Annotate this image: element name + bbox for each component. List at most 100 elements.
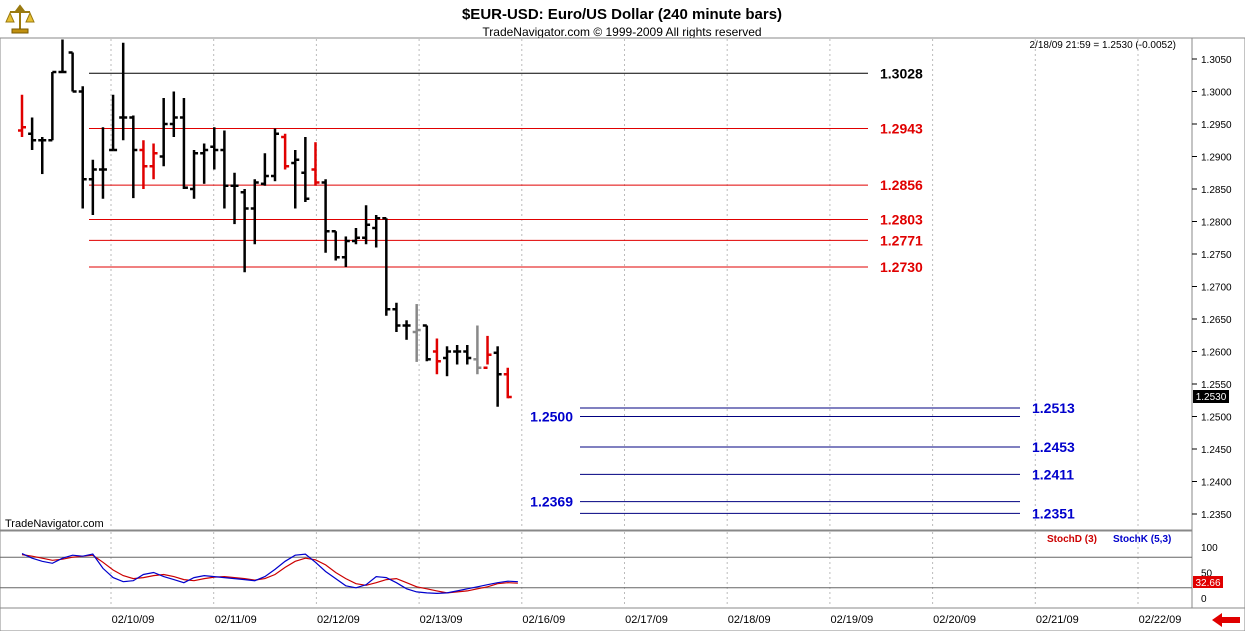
ohlc-bars <box>18 39 512 407</box>
y-tick-label: 1.2900 <box>1201 153 1232 164</box>
ohlc-bar <box>38 137 47 175</box>
ohlc-bar <box>98 127 107 199</box>
level-label: 1.2351 <box>1032 505 1075 521</box>
y-tick-label: 1.2550 <box>1201 380 1232 391</box>
x-tick-label: 02/13/09 <box>420 614 463 626</box>
x-tick-label: 02/21/09 <box>1036 614 1079 626</box>
last-price-label: 1.2530 <box>1196 392 1227 403</box>
x-axis-ticks: 02/10/09 02/11/09 02/12/09 02/13/09 02/16/09… <box>112 614 1182 626</box>
legend-stochd: StochD (3) <box>1047 534 1097 545</box>
ohlc-bar <box>139 140 148 189</box>
ohlc-bar <box>453 345 462 365</box>
level-label: 1.2730 <box>880 259 923 275</box>
ohlc-bar <box>503 367 512 399</box>
level-label: 1.2369 <box>530 494 573 510</box>
ohlc-bar <box>18 94 26 137</box>
y-tick-label: 1.2600 <box>1201 348 1232 359</box>
ohlc-bar <box>220 130 229 209</box>
ohlc-bar <box>432 338 441 375</box>
ohlc-bar <box>341 236 350 267</box>
legend-stochk: StochK (5,3) <box>1113 534 1171 545</box>
y-tick-label: 1.2950 <box>1201 120 1232 131</box>
stoch-tick-label: 50 <box>1201 569 1213 580</box>
ohlc-bar <box>422 324 431 362</box>
stochastic-axis-ticks: 100 50 0 <box>1201 543 1218 605</box>
y-tick-label: 1.2700 <box>1201 283 1232 294</box>
ohlc-bar <box>169 91 178 137</box>
series-line <box>21 553 518 595</box>
stochastic-lines <box>0 553 1192 595</box>
ohlc-bar <box>301 137 310 202</box>
ohlc-bar <box>78 86 87 209</box>
y-tick-label: 1.2850 <box>1201 185 1232 196</box>
x-axis-strip[interactable] <box>0 607 1245 631</box>
y-axis-strip[interactable] <box>1191 37 1245 609</box>
ohlc-bar <box>362 205 371 245</box>
ohlc-bar <box>200 143 209 184</box>
ohlc-bar <box>149 143 158 180</box>
level-label: 1.2411 <box>1032 466 1074 482</box>
chart-subtitle: TradeNavigator.com © 1999-2009 All right… <box>482 25 761 39</box>
ohlc-bar <box>443 346 452 377</box>
x-tick-label: 02/10/09 <box>112 614 155 626</box>
level-label: 1.2453 <box>1032 439 1075 455</box>
ohlc-bar <box>129 115 138 199</box>
stoch-tick-label: 100 <box>1201 543 1218 554</box>
level-lines: 1.3028 1.2943 1.2856 1.2803 1.2771 1.2730 1.25… <box>89 65 1075 521</box>
x-tick-label: 02/19/09 <box>830 614 873 626</box>
ohlc-bar <box>402 320 411 340</box>
stoch-tick-label: 0 <box>1201 594 1207 605</box>
level-label: 1.2943 <box>880 121 923 137</box>
ohlc-bar <box>179 98 188 189</box>
ohlc-bar <box>230 172 239 225</box>
ohlc-bar <box>260 153 269 186</box>
level-label: 1.2771 <box>880 232 923 248</box>
y-tick-label: 1.2800 <box>1201 218 1232 229</box>
ohlc-bar <box>210 127 219 170</box>
y-tick-label: 1.2650 <box>1201 315 1232 326</box>
ohlc-bar <box>392 302 401 332</box>
watermark: TradeNavigator.com <box>5 518 104 530</box>
y-axis-ticks: 1.3050 1.3000 1.2950 1.2900 1.2850 1.2800 1.27… <box>1192 55 1232 521</box>
last-price-tag: 1.2530 <box>1193 390 1229 403</box>
level-label: 1.2513 <box>1032 400 1075 416</box>
stoch-last-label: 32.66 <box>1195 578 1220 589</box>
y-tick-label: 1.2400 <box>1201 478 1232 489</box>
ohlc-bar <box>119 42 128 141</box>
ohlc-bar <box>463 345 472 365</box>
ohlc-bar <box>48 70 57 142</box>
level-label: 1.3028 <box>880 65 923 81</box>
ohlc-bar <box>240 189 249 273</box>
ohlc-bar <box>331 230 340 261</box>
ohlc-bar <box>351 228 360 245</box>
status-readout: 2/18/09 21:59 = 1.2530 (-0.0052) <box>1029 40 1176 51</box>
scales-icon[interactable] <box>2 2 38 36</box>
level-label: 1.2500 <box>530 409 573 425</box>
ohlc-bar <box>190 150 199 199</box>
y-tick-label: 1.2450 <box>1201 445 1232 456</box>
x-tick-label: 02/18/09 <box>728 614 771 626</box>
x-tick-label: 02/12/09 <box>317 614 360 626</box>
ohlc-bar <box>250 179 259 245</box>
stochastic-plot-area[interactable] <box>0 530 1193 609</box>
y-tick-label: 1.2350 <box>1201 510 1232 521</box>
ohlc-bar <box>412 304 421 362</box>
ohlc-bar <box>321 179 330 253</box>
ohlc-bar <box>58 39 67 74</box>
grid-lines <box>110 39 1139 607</box>
ohlc-bar <box>311 142 320 186</box>
x-tick-label: 02/22/09 <box>1139 614 1182 626</box>
price-plot-area[interactable] <box>0 37 1193 531</box>
scroll-left-arrow-icon[interactable] <box>1208 611 1242 629</box>
x-tick-label: 02/20/09 <box>933 614 976 626</box>
ohlc-bar <box>159 98 168 167</box>
stoch-last-tag: 32.66 <box>1193 576 1223 589</box>
ohlc-bar <box>28 117 37 150</box>
x-tick-label: 02/17/09 <box>625 614 668 626</box>
ohlc-bar <box>291 150 300 209</box>
x-tick-label: 02/16/09 <box>522 614 565 626</box>
x-tick-label: 02/11/09 <box>215 614 257 626</box>
ohlc-bar <box>88 159 97 215</box>
